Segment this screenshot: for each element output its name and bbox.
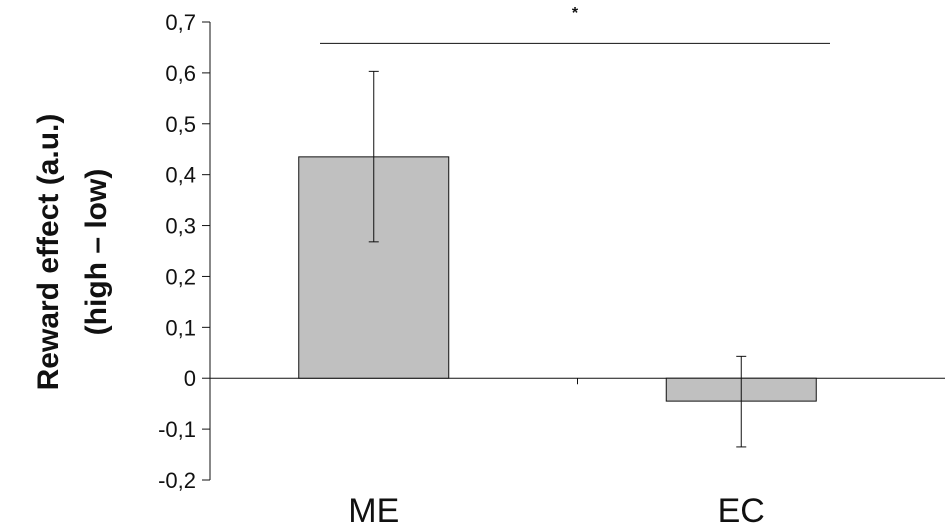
y-tick-label: 0,3 [165, 214, 196, 239]
y-tick-label: 0,6 [165, 61, 196, 86]
category-label-ec: EC [718, 492, 765, 529]
error-bars [368, 70, 747, 448]
y-tick-label: 0,5 [165, 112, 196, 137]
y-tick-label: 0,2 [165, 264, 196, 289]
category-labels: ME EC [348, 492, 765, 529]
y-axis: -0,2 -0,1 0 0,1 0,2 0,3 0,4 0,5 0,6 0,7 [158, 10, 211, 493]
y-tick-label: -0,2 [158, 468, 196, 493]
y-axis-label-line-1: Reward effect (a.u.) [32, 114, 65, 391]
y-tick-label: 0,1 [165, 315, 196, 340]
y-tick-label: -0,1 [158, 417, 196, 442]
y-tick-label: 0,4 [165, 163, 196, 188]
category-label-me: ME [348, 492, 399, 529]
y-axis-label: Reward effect (a.u.) (high – low) [32, 114, 113, 391]
significance-marker: * [320, 5, 830, 44]
y-tick-label: 0,7 [165, 10, 196, 35]
x-axis [210, 377, 945, 385]
significance-star: * [572, 5, 579, 22]
y-axis-label-line-2: (high – low) [80, 169, 113, 336]
y-tick-label: 0 [184, 366, 196, 391]
bars [298, 156, 817, 402]
